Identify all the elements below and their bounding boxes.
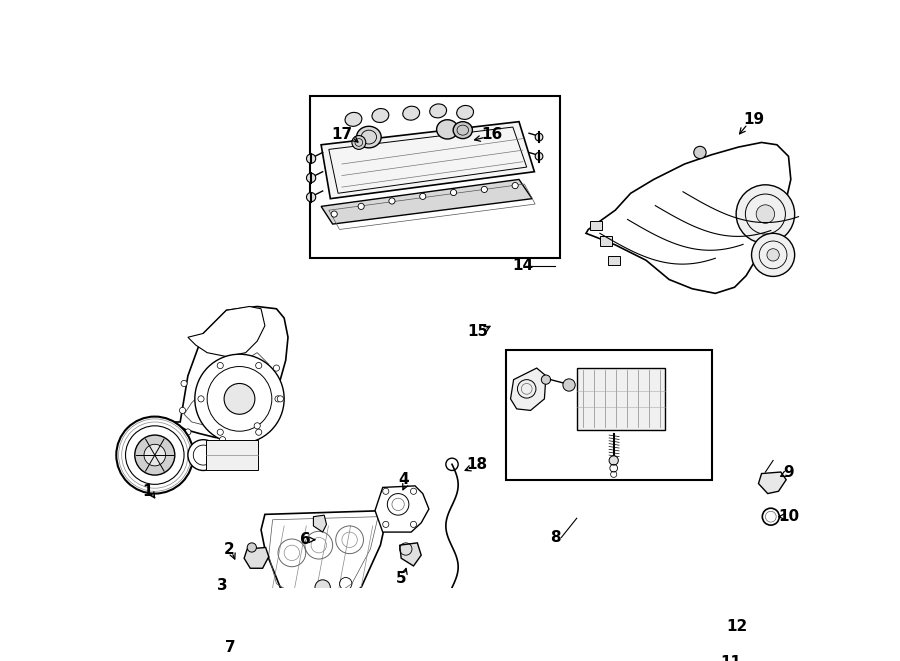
Text: 3: 3	[217, 578, 228, 594]
Text: 19: 19	[743, 112, 764, 127]
Text: 2: 2	[223, 541, 234, 557]
Circle shape	[307, 173, 316, 182]
Ellipse shape	[472, 645, 511, 659]
Circle shape	[224, 383, 255, 414]
Circle shape	[482, 186, 488, 192]
Circle shape	[254, 423, 260, 429]
Polygon shape	[586, 143, 791, 293]
Circle shape	[194, 354, 284, 444]
Circle shape	[382, 488, 389, 494]
Circle shape	[451, 190, 456, 196]
Polygon shape	[510, 368, 546, 410]
Text: 6: 6	[300, 532, 310, 547]
Text: 1: 1	[142, 484, 152, 499]
Circle shape	[198, 396, 204, 402]
Circle shape	[188, 440, 219, 471]
Circle shape	[179, 407, 185, 414]
Polygon shape	[375, 486, 429, 532]
Polygon shape	[759, 472, 787, 494]
Circle shape	[767, 249, 779, 261]
Circle shape	[116, 416, 194, 494]
Circle shape	[694, 146, 706, 159]
Circle shape	[220, 437, 226, 443]
Ellipse shape	[454, 122, 473, 139]
Ellipse shape	[372, 108, 389, 122]
Circle shape	[256, 429, 262, 436]
Ellipse shape	[472, 660, 511, 661]
Circle shape	[181, 380, 187, 387]
Circle shape	[419, 193, 426, 200]
Ellipse shape	[456, 106, 473, 120]
Polygon shape	[321, 179, 532, 224]
Circle shape	[135, 435, 175, 475]
Circle shape	[358, 204, 365, 210]
Bar	[506, 350, 712, 480]
Circle shape	[736, 185, 795, 243]
Text: 17: 17	[331, 128, 353, 142]
Bar	[608, 256, 620, 265]
Circle shape	[410, 522, 417, 527]
Text: 8: 8	[550, 530, 561, 545]
Circle shape	[562, 379, 575, 391]
Ellipse shape	[429, 104, 446, 118]
Polygon shape	[321, 122, 535, 199]
Circle shape	[410, 488, 417, 494]
Circle shape	[512, 182, 518, 188]
Polygon shape	[188, 307, 265, 356]
Circle shape	[184, 429, 191, 435]
Circle shape	[274, 396, 281, 402]
Circle shape	[389, 198, 395, 204]
Bar	[472, 652, 511, 661]
Circle shape	[609, 456, 618, 465]
Circle shape	[718, 635, 724, 641]
Bar	[577, 368, 665, 430]
Circle shape	[144, 444, 166, 466]
Text: 9: 9	[783, 465, 794, 479]
Text: 16: 16	[482, 128, 503, 142]
Circle shape	[315, 580, 330, 595]
Polygon shape	[261, 510, 388, 604]
Bar	[310, 97, 560, 258]
Circle shape	[217, 429, 223, 436]
Ellipse shape	[403, 106, 419, 120]
Circle shape	[669, 635, 675, 641]
Bar	[599, 237, 612, 246]
Circle shape	[307, 192, 316, 202]
Text: 5: 5	[396, 571, 407, 586]
Text: 14: 14	[512, 258, 534, 273]
Bar	[590, 221, 602, 230]
Text: 4: 4	[398, 472, 409, 487]
Circle shape	[274, 365, 280, 371]
Ellipse shape	[436, 120, 458, 139]
Circle shape	[331, 211, 338, 217]
Circle shape	[536, 134, 543, 141]
Polygon shape	[173, 307, 288, 440]
Circle shape	[248, 543, 256, 552]
Circle shape	[541, 375, 551, 384]
Text: 12: 12	[726, 619, 748, 633]
Ellipse shape	[356, 126, 382, 148]
Polygon shape	[665, 632, 731, 661]
Polygon shape	[668, 615, 733, 632]
Ellipse shape	[345, 112, 362, 126]
Text: 11: 11	[720, 656, 742, 661]
Circle shape	[307, 154, 316, 163]
Circle shape	[536, 153, 543, 160]
Circle shape	[277, 396, 284, 402]
Polygon shape	[244, 547, 269, 568]
Text: 18: 18	[466, 457, 487, 472]
Text: 10: 10	[778, 509, 799, 524]
Text: 15: 15	[468, 325, 489, 339]
Circle shape	[217, 362, 223, 369]
Circle shape	[756, 205, 775, 223]
Circle shape	[256, 362, 262, 369]
Polygon shape	[313, 515, 327, 532]
Text: 7: 7	[225, 640, 236, 655]
Circle shape	[752, 233, 795, 276]
Circle shape	[352, 136, 365, 149]
Circle shape	[382, 522, 389, 527]
Bar	[205, 440, 258, 471]
Polygon shape	[400, 543, 421, 566]
